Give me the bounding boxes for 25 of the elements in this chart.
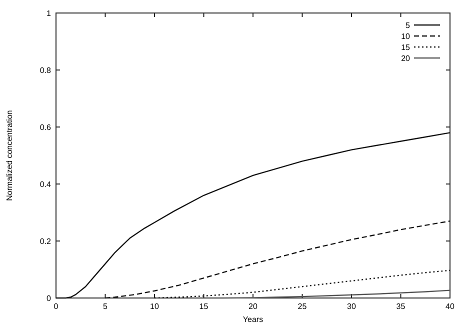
x-tick-label: 0 bbox=[54, 302, 59, 311]
legend-label: 5 bbox=[406, 21, 411, 30]
line-series bbox=[222, 290, 451, 299]
x-tick-label: 40 bbox=[446, 302, 455, 311]
x-tick-label: 30 bbox=[347, 302, 356, 311]
y-tick-label: 0.2 bbox=[40, 237, 52, 246]
x-tick-label: 15 bbox=[199, 302, 209, 311]
x-axis-title: Years bbox=[242, 315, 264, 324]
y-tick-label: 0.4 bbox=[40, 180, 52, 189]
x-tick-label: 35 bbox=[396, 302, 406, 311]
x-tick-label: 25 bbox=[298, 302, 308, 311]
line-series bbox=[154, 270, 451, 299]
legend-label: 15 bbox=[401, 43, 411, 52]
legend-label: 20 bbox=[401, 54, 411, 63]
y-axis-title: Normalized concentration bbox=[5, 110, 14, 201]
line-series bbox=[104, 220, 451, 299]
legend-label: 10 bbox=[401, 32, 411, 41]
x-tick-label: 20 bbox=[248, 302, 258, 311]
x-tick-label: 5 bbox=[103, 302, 108, 311]
x-tick-label: 10 bbox=[150, 302, 160, 311]
line-series bbox=[55, 132, 451, 299]
y-tick-label: 0 bbox=[46, 294, 52, 303]
y-tick-label: 1 bbox=[46, 9, 52, 18]
y-tick-label: 0.6 bbox=[40, 123, 52, 132]
y-tick-label: 0.8 bbox=[40, 66, 52, 75]
